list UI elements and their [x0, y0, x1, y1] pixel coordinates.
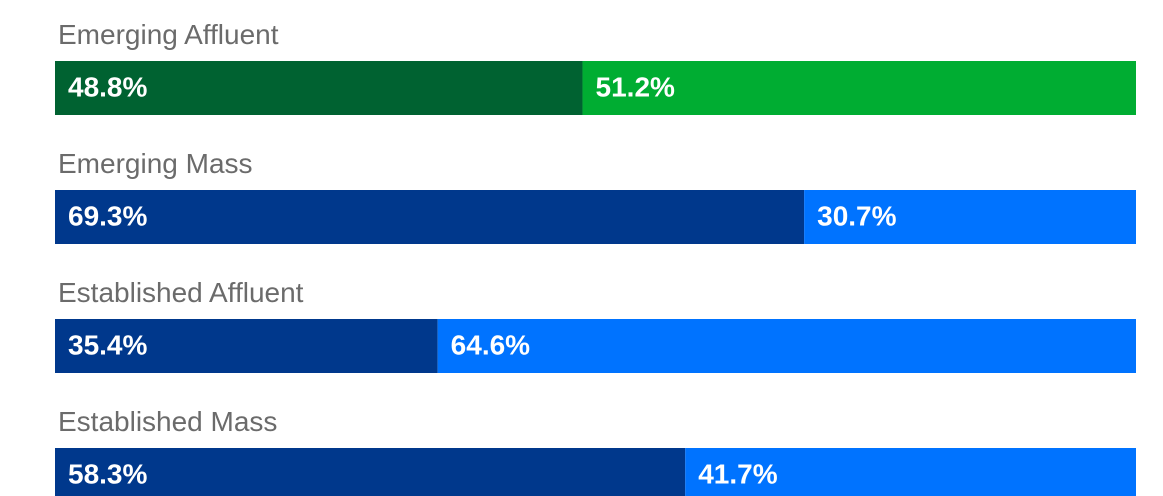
category-label: Emerging Mass: [58, 148, 253, 179]
category-label: Established Affluent: [58, 277, 304, 308]
value-label: 30.7%: [817, 200, 896, 231]
value-label: 58.3%: [68, 458, 147, 489]
value-label: 35.4%: [68, 329, 147, 360]
category-label: Emerging Affluent: [58, 19, 279, 50]
bar-segment: [804, 190, 1136, 244]
value-label: 41.7%: [698, 458, 777, 489]
bar-segment: [55, 448, 686, 496]
bar-segment: [55, 319, 438, 373]
value-label: 51.2%: [596, 71, 675, 102]
category-label: Established Mass: [58, 406, 277, 437]
bar-segment: [55, 61, 583, 115]
value-label: 48.8%: [68, 71, 147, 102]
bar-segment: [437, 319, 1136, 373]
bar-segment: [582, 61, 1136, 115]
bar-segment: [55, 190, 805, 244]
bar-segment: [685, 448, 1136, 496]
value-label: 69.3%: [68, 200, 147, 231]
value-label: 64.6%: [451, 329, 530, 360]
